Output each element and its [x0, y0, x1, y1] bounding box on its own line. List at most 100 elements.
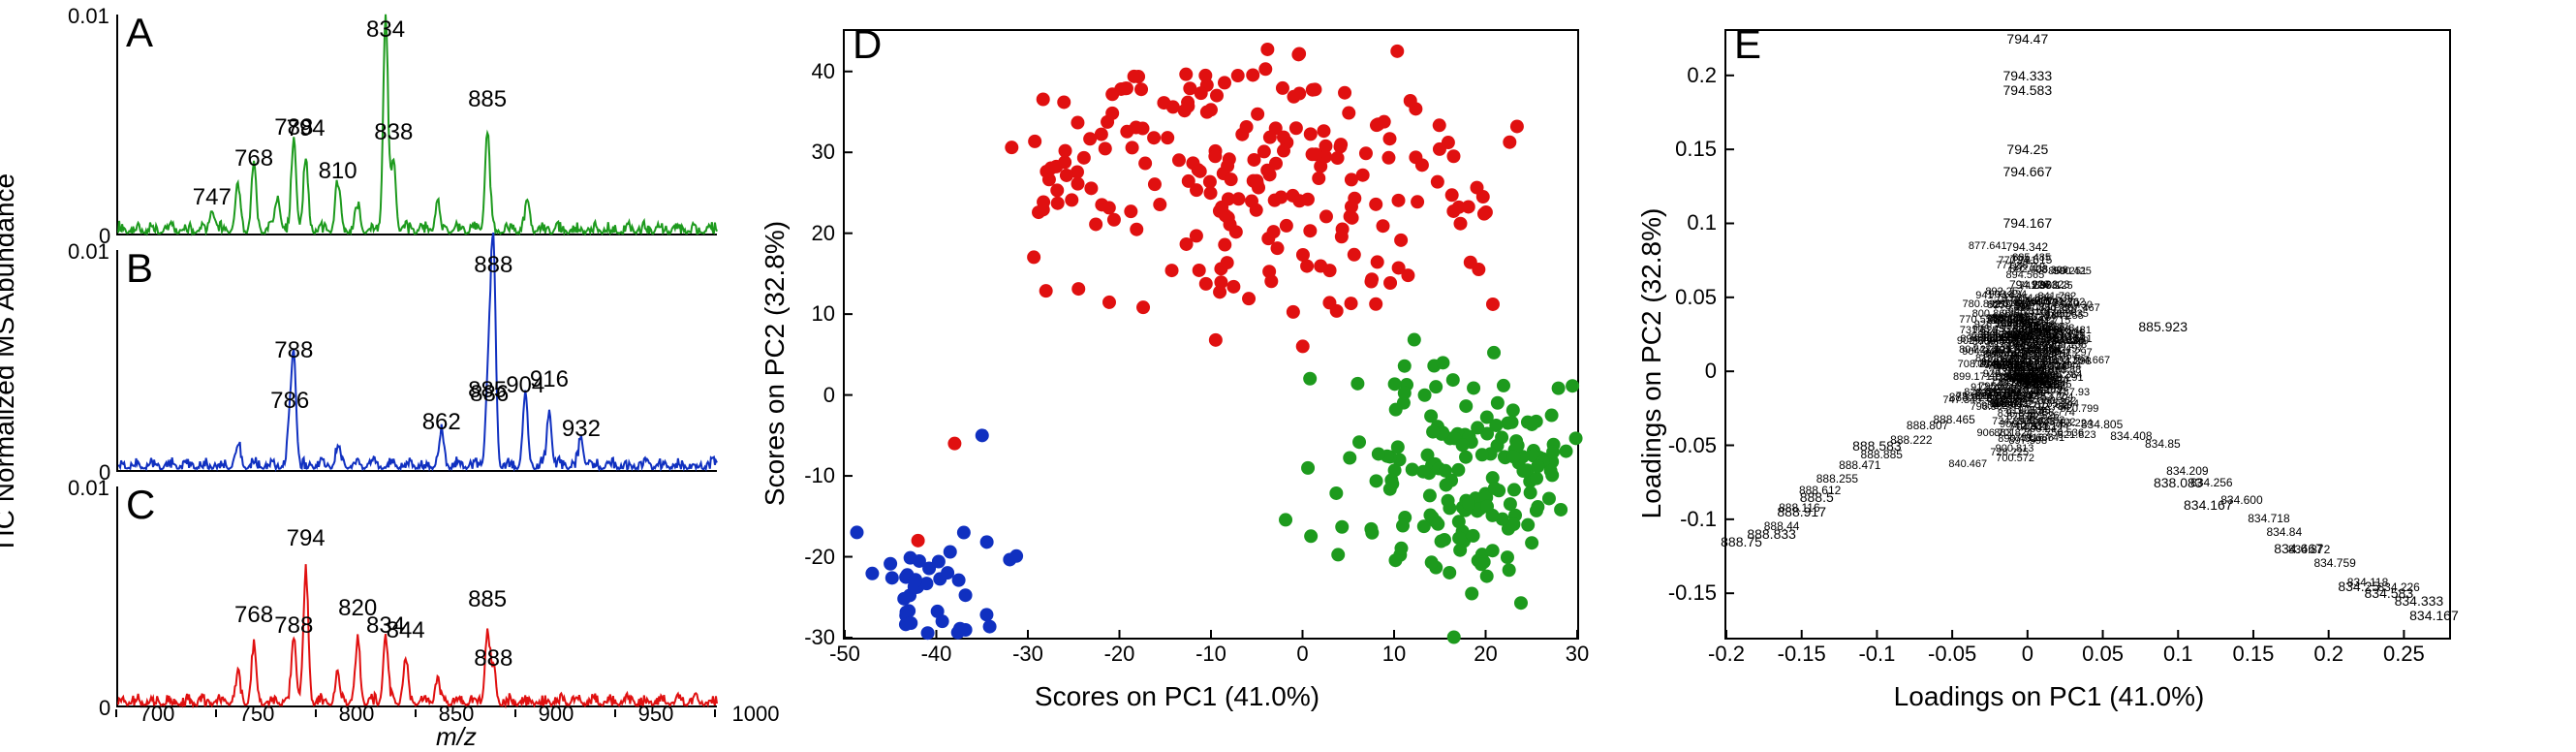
- xtick-label-d: 10: [1382, 642, 1406, 667]
- ytick-label-d: 0: [823, 383, 835, 408]
- plot-area-a: 747768788794810834838885: [116, 15, 717, 235]
- peak-label: 788: [274, 612, 313, 640]
- plot-area-e: -0.2-0.15-0.1-0.0500.050.10.150.20.25-0.…: [1724, 29, 2451, 640]
- loading-label: 794.333: [2003, 68, 2053, 83]
- xtick-label-d: -40: [921, 642, 952, 667]
- ytick-label-e: -0.1: [1680, 507, 1717, 532]
- loading-point: 794.522: [2012, 319, 2054, 332]
- ytick-max-b: 0.01: [68, 239, 109, 265]
- loading-point: 877.641: [1969, 240, 2007, 252]
- ytick-label-d: -30: [804, 625, 835, 650]
- loading-label: 888.583: [1852, 438, 1902, 454]
- ytick-label-e: 0: [1705, 359, 1717, 384]
- panel-c: 0.01 0 768788794820834844885888700750800…: [78, 482, 727, 717]
- ytick-label-e: 0.15: [1675, 137, 1717, 162]
- plot-area-b: 786788862885886888904916932: [116, 250, 717, 471]
- loading-point: 834.85: [2145, 437, 2181, 451]
- ytick-label-d: -10: [804, 463, 835, 488]
- ytick-max-c: 0.01: [68, 476, 109, 501]
- xtick-label-d: -20: [1104, 642, 1135, 667]
- loading-point: 834.718: [2248, 512, 2289, 525]
- peak-label: 794: [287, 525, 326, 552]
- xtick-label: 750: [239, 702, 275, 727]
- ytick-label-d: 20: [812, 221, 835, 246]
- xtick-label-e: -0.1: [1858, 642, 1895, 667]
- loading-point: 903.304: [2051, 355, 2090, 366]
- loading-point: 905.48: [2018, 405, 2051, 417]
- loading-point: 704.511: [2010, 422, 2048, 433]
- peak-label: 768: [234, 145, 273, 172]
- loading-label: 794.47: [2006, 31, 2048, 47]
- peak-label: 885: [468, 586, 507, 613]
- figure-root: TIC Normalized MS Abundance 0.01 0 74776…: [10, 10, 2576, 717]
- panel-e: -0.2-0.15-0.1-0.0500.050.10.150.20.25-0.…: [1628, 10, 2470, 717]
- ytick-label-e: -0.05: [1668, 433, 1717, 458]
- xtick-label-e: -0.15: [1778, 642, 1826, 667]
- loading-point: 834.759: [2313, 556, 2355, 570]
- loading-point: 794.615: [2010, 253, 2052, 266]
- loading-point: 794.630: [2012, 294, 2054, 307]
- panel-letter-d: D: [853, 21, 882, 68]
- xtick-label-d: -10: [1195, 642, 1226, 667]
- xtick-label-d: 30: [1566, 642, 1589, 667]
- ylabel-d: Scores on PC2 (32.8%): [760, 221, 791, 506]
- peak-label: 786: [270, 388, 309, 415]
- peak-label: 788: [274, 337, 313, 364]
- peak-label: 886: [470, 381, 509, 408]
- xtick-label-d: 20: [1474, 642, 1497, 667]
- loading-label: 794.583: [2003, 82, 2053, 98]
- xtick-label-e: -0.2: [1708, 642, 1745, 667]
- ytick-label-d: 30: [812, 140, 835, 165]
- loading-point: 888.471: [1839, 458, 1880, 472]
- loading-label: 794.25: [2006, 141, 2048, 157]
- ylabel-e: Loadings on PC2 (32.8%): [1636, 208, 1667, 519]
- loading-point: 794.236: [2009, 278, 2051, 292]
- xtick-label-e: 0.2: [2313, 642, 2343, 667]
- peak-label: 844: [387, 617, 425, 644]
- panel-letter-e: E: [1734, 21, 1761, 68]
- peak-label: 810: [319, 158, 357, 185]
- peak-label: 932: [562, 416, 601, 443]
- loading-label: 838.083: [2154, 475, 2203, 490]
- loading-label: 834.25: [2338, 579, 2379, 594]
- peak-label: 888: [474, 252, 512, 279]
- xlabel-d: Scores on PC1 (41.0%): [1035, 681, 1319, 712]
- xtick-label: 700: [140, 702, 175, 727]
- loading-label: 834.667: [2274, 541, 2323, 556]
- panel-letter-b: B: [126, 245, 153, 292]
- xtick-label-e: 0.25: [2383, 642, 2425, 667]
- ytick-label-e: 0.2: [1687, 63, 1717, 88]
- xtick-label: 900: [539, 702, 574, 727]
- loading-point: 859.251: [2048, 266, 2087, 277]
- xlabel-e: Loadings on PC1 (41.0%): [1894, 681, 2205, 712]
- ytick-label-e: 0.05: [1675, 285, 1717, 310]
- peak-label: 838: [374, 119, 413, 146]
- loading-point: 888.807: [1907, 419, 1948, 432]
- loading-label: 888.917: [1777, 504, 1826, 519]
- ytick-zero-c: 0: [99, 696, 110, 721]
- plot-area-d: -50-40-30-20-100102030-30-20-10010203040: [843, 29, 1579, 640]
- peak-label: 768: [234, 602, 273, 629]
- spectra-ylabel: TIC Normalized MS Abundance: [0, 173, 20, 553]
- loading-point: 828.183: [2024, 384, 2063, 395]
- xtick-label-d: -30: [1012, 642, 1043, 667]
- plot-area-c: 7687887948208348448858887007508008509009…: [116, 486, 717, 707]
- loading-point: 787.93: [2057, 387, 2090, 398]
- peak-label: 862: [422, 409, 461, 436]
- loading-point: 708.844: [1971, 359, 2010, 370]
- ytick-max-a: 0.01: [68, 4, 109, 29]
- loading-label: 888.5: [1800, 489, 1834, 505]
- ytick-label-d: 10: [812, 301, 835, 327]
- xtick-label-e: -0.05: [1928, 642, 1976, 667]
- peak-label: 794: [287, 115, 326, 142]
- loading-point: 906.701: [1976, 427, 2015, 439]
- panel-d: -50-40-30-20-100102030-30-20-10010203040…: [756, 10, 1598, 717]
- xtick-label-e: 0: [2022, 642, 2033, 667]
- peak-label: 916: [530, 366, 569, 393]
- spectra-column: TIC Normalized MS Abundance 0.01 0 74776…: [10, 10, 727, 717]
- loading-label: 794.667: [2003, 164, 2053, 179]
- loading-label: 834.167: [2409, 608, 2459, 623]
- ytick-label-e: -0.15: [1668, 580, 1717, 606]
- loading-label: 794.167: [2003, 215, 2053, 231]
- loading-label: 885.923: [2138, 319, 2188, 334]
